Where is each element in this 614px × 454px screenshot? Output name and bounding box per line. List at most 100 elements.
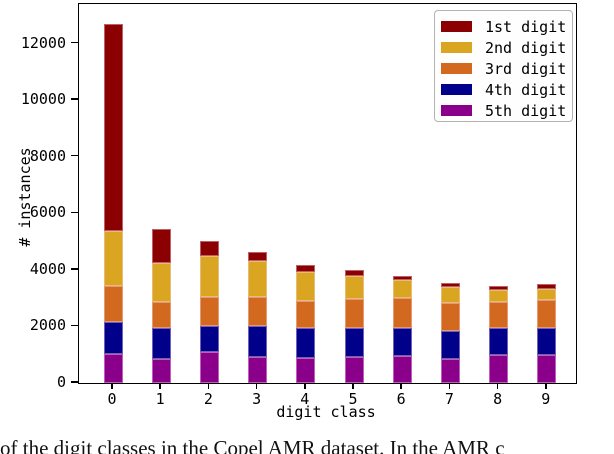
legend-entries: 1st digit 2nd digit 3rd digit 4th digit 5th …	[435, 16, 572, 121]
x-tick-mark	[352, 383, 354, 389]
x-tick-mark	[255, 383, 258, 389]
y-tick-mark	[71, 268, 78, 270]
bar-segment	[248, 296, 268, 326]
legend-entry-label: 1st digit	[485, 17, 567, 36]
y-tick-mark	[71, 154, 78, 157]
x-tick-mark	[545, 383, 547, 389]
bar-segment	[344, 299, 364, 329]
x-tick-label: 2	[203, 390, 213, 408]
bar-segment	[151, 228, 171, 264]
bar-segment	[151, 328, 171, 359]
bar-segment	[248, 325, 268, 357]
x-tick-mark	[159, 383, 161, 389]
bar-segment	[489, 289, 509, 303]
bar-segment	[440, 358, 460, 383]
bar-segment	[392, 328, 412, 356]
bar-segment	[199, 325, 219, 352]
bar-segment	[440, 330, 460, 359]
bar-segment	[199, 351, 219, 383]
bar-segment	[489, 355, 509, 383]
bar-segment	[296, 357, 316, 383]
bar-segment	[151, 301, 171, 329]
bar-segment	[103, 23, 123, 231]
legend-entry-label: 5th digit	[485, 101, 567, 120]
legend-swatch	[441, 105, 472, 116]
y-tick-label: 8000	[29, 146, 66, 165]
x-tick-label: 6	[396, 390, 406, 408]
bar-segment	[392, 355, 412, 383]
x-tick-mark	[448, 383, 451, 389]
x-tick-label: 5	[348, 390, 358, 408]
x-tick-label: 1	[155, 390, 165, 408]
bar-segment	[392, 275, 412, 281]
bar-segment	[103, 321, 123, 354]
legend-entry: 3rd digit	[435, 58, 572, 79]
bar-segment	[248, 252, 268, 261]
y-tick-mark	[71, 41, 78, 44]
bar-segment	[103, 230, 123, 286]
bar-segment	[344, 356, 364, 383]
bar-segment	[248, 356, 268, 383]
bar-segment	[296, 264, 316, 272]
bar-segment	[537, 288, 557, 301]
y-tick-mark	[71, 211, 78, 214]
legend-swatch	[441, 84, 472, 95]
legend-entry: 2nd digit	[435, 37, 572, 58]
x-tick-label: 4	[300, 390, 310, 408]
y-tick-label: 4000	[29, 259, 66, 278]
bar-segment	[392, 280, 412, 299]
legend-swatch	[441, 21, 472, 32]
x-axis-label: digit class	[276, 403, 376, 421]
bar-segment	[248, 260, 268, 297]
legend-entry: 4th digit	[435, 79, 572, 100]
bar-segment	[489, 328, 509, 356]
bar-segment	[296, 271, 316, 301]
bar-segment	[103, 286, 123, 322]
bar-segment	[151, 263, 171, 302]
bar-segment	[440, 286, 460, 303]
y-tick-label: 12000	[20, 33, 66, 52]
bar-segment	[296, 328, 316, 358]
y-tick-mark	[71, 324, 78, 327]
bar-segment	[440, 302, 460, 331]
bar-segment	[440, 282, 460, 287]
legend-entry: 5th digit	[435, 100, 572, 121]
bar-segment	[392, 298, 412, 329]
x-tick-label: 7	[444, 390, 454, 408]
legend-entry-label: 3rd digit	[485, 59, 567, 78]
bar-segment	[537, 328, 557, 356]
bar-segment	[199, 296, 219, 326]
legend-swatch	[441, 63, 472, 74]
bar-segment	[103, 353, 123, 383]
x-tick-mark	[111, 383, 113, 389]
bar-segment	[296, 301, 316, 329]
x-tick-label: 9	[541, 390, 551, 408]
bar-segment	[537, 355, 557, 383]
bar-segment	[344, 269, 364, 276]
x-tick-mark	[304, 383, 306, 389]
legend-swatch	[441, 42, 472, 53]
x-tick-mark	[207, 383, 210, 389]
y-tick-mark	[71, 381, 78, 383]
x-tick-mark	[400, 383, 402, 389]
y-tick-label: 10000	[20, 90, 66, 109]
bar-segment	[151, 358, 171, 383]
x-tick-mark	[496, 383, 499, 389]
bar-segment	[537, 300, 557, 329]
bar-segment	[489, 302, 509, 329]
bar-segment	[344, 328, 364, 357]
x-tick-label: 3	[252, 390, 262, 408]
y-tick-label: 2000	[29, 316, 66, 335]
bar-segment	[199, 240, 219, 256]
legend-entry-label: 2nd digit	[485, 38, 567, 57]
caption-text: of the digit classes in the Copel AMR da…	[0, 436, 505, 454]
x-tick-label: 8	[493, 390, 503, 408]
legend-entry: 1st digit	[435, 16, 572, 37]
y-tick-label: 0	[56, 373, 66, 391]
y-tick-mark	[71, 98, 78, 100]
legend: 1st digit 2nd digit 3rd digit 4th digit 5th …	[434, 10, 573, 122]
y-tick-label: 6000	[29, 203, 66, 222]
x-tick-label: 0	[107, 390, 117, 408]
bar-segment	[344, 275, 364, 299]
